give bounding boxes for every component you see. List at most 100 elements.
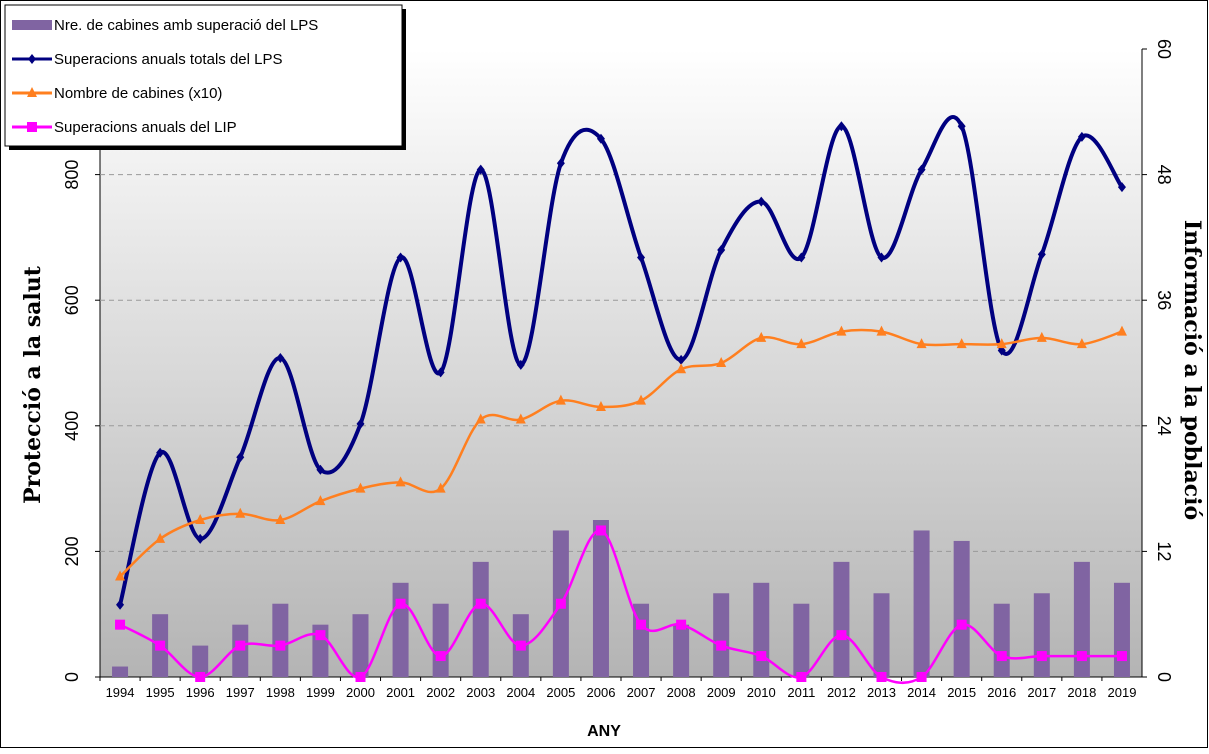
marker — [475, 413, 486, 424]
marker — [315, 630, 326, 641]
marker — [196, 533, 205, 544]
y-tick-label: 200 — [62, 536, 82, 566]
line — [119, 529, 1122, 685]
marker — [475, 598, 486, 609]
marker — [876, 672, 887, 682]
marker — [837, 121, 846, 132]
bar — [993, 603, 1010, 677]
x-tick-label: 2013 — [867, 685, 896, 700]
marker — [636, 394, 647, 405]
marker — [996, 651, 1007, 662]
marker — [595, 400, 606, 411]
marker — [555, 394, 566, 405]
bar — [1073, 561, 1090, 677]
marker — [796, 672, 807, 682]
marker — [1117, 182, 1126, 193]
marker — [877, 252, 886, 263]
marker — [836, 325, 847, 336]
x-tick-label: 1999 — [306, 685, 335, 700]
x-tick-label: 2000 — [346, 685, 375, 700]
marker — [235, 640, 246, 651]
bar — [392, 582, 409, 677]
x-tick-label: 2011 — [787, 685, 815, 700]
marker — [155, 532, 166, 543]
bar — [1033, 593, 1050, 677]
y-axis-title: Protecció a la salut — [20, 265, 46, 504]
marker — [756, 651, 767, 662]
marker — [796, 338, 807, 349]
line — [119, 328, 1123, 578]
marker — [515, 413, 526, 424]
marker — [27, 122, 37, 132]
x-axis-title: ANY — [587, 723, 621, 740]
marker — [556, 158, 565, 169]
y2-tick-label: 12 — [1154, 541, 1174, 561]
marker — [637, 252, 646, 263]
marker — [956, 338, 967, 349]
marker — [315, 495, 326, 506]
legend — [4, 4, 403, 147]
marker — [957, 121, 966, 132]
marker — [396, 252, 405, 263]
x-tick-label: 1998 — [266, 685, 295, 700]
x-tick-label: 2012 — [827, 685, 856, 700]
x-tick-label: 2014 — [907, 685, 936, 700]
marker — [516, 359, 525, 370]
marker — [876, 325, 887, 336]
marker — [156, 447, 165, 458]
marker — [1116, 325, 1127, 336]
marker — [916, 338, 927, 349]
bar — [472, 561, 489, 677]
marker — [316, 464, 325, 475]
marker — [1116, 651, 1127, 662]
x-tick-label: 2015 — [947, 685, 976, 700]
marker — [276, 352, 285, 363]
x-tick-label: 2016 — [987, 685, 1016, 700]
bar — [713, 593, 730, 677]
x-tick-label: 2009 — [707, 685, 736, 700]
marker — [797, 252, 806, 263]
bar — [112, 666, 129, 677]
marker — [1076, 651, 1087, 662]
x-tick-label: 2005 — [546, 685, 575, 700]
marker — [756, 331, 767, 342]
y2-tick-label: 60 — [1154, 39, 1174, 59]
marker — [1037, 249, 1046, 260]
marker — [555, 598, 566, 609]
bar — [352, 614, 369, 677]
marker — [757, 196, 766, 207]
marker — [1036, 651, 1047, 662]
legend-swatch — [12, 20, 52, 30]
marker — [355, 672, 366, 682]
y-tick-label: 400 — [62, 411, 82, 441]
y2-tick-label: 0 — [1154, 672, 1174, 682]
bar — [1113, 582, 1130, 677]
x-tick-label: 2002 — [426, 685, 455, 700]
bar — [673, 624, 690, 677]
marker — [236, 452, 245, 463]
y2-axis-title: Informació a la població — [1179, 220, 1205, 520]
x-tick-label: 1994 — [106, 685, 135, 700]
y2-tick-label: 24 — [1154, 416, 1174, 436]
marker — [917, 164, 926, 175]
marker — [916, 672, 927, 682]
marker — [996, 338, 1007, 349]
x-tick-label: 1996 — [186, 685, 215, 700]
x-tick-label: 2003 — [466, 685, 495, 700]
marker — [836, 630, 847, 641]
marker — [436, 367, 445, 378]
y-tick-label: 800 — [62, 160, 82, 190]
marker — [435, 651, 446, 662]
bar — [953, 540, 970, 677]
marker — [27, 87, 37, 97]
bar — [272, 603, 289, 677]
marker — [636, 619, 647, 630]
bar — [192, 645, 209, 677]
marker — [395, 598, 406, 609]
marker — [356, 418, 365, 429]
marker — [195, 514, 206, 524]
x-tick-label: 2018 — [1067, 685, 1096, 700]
bar — [913, 530, 930, 677]
legend-label: Superacions anuals totals del LPS — [54, 51, 282, 68]
